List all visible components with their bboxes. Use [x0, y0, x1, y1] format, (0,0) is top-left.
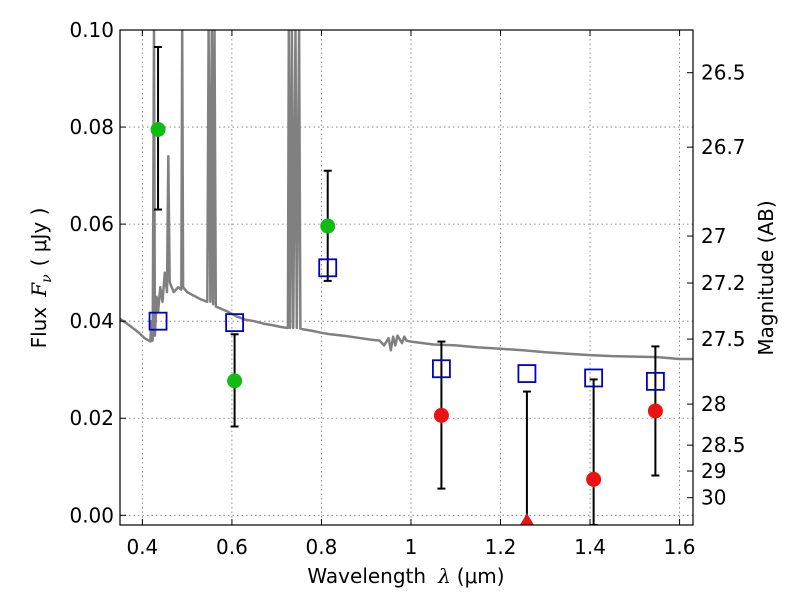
- red-data-point: [586, 471, 602, 487]
- green-data-point: [227, 373, 243, 389]
- x-axis-label-symbol: λ: [437, 564, 451, 588]
- y-tick-label: 0.00: [69, 503, 114, 527]
- y-axis-ticks: 0.00 0.02 0.04 0.06 0.08 0.10: [69, 18, 126, 527]
- x-tick-label: 0.6: [216, 535, 248, 559]
- x-axis-label-text: Wavelength: [307, 564, 426, 588]
- x-tick-label: 1.4: [574, 535, 606, 559]
- y2-tick-label: 29: [701, 459, 726, 483]
- model-flux-square: [432, 359, 451, 379]
- y-tick-label: 0.10: [69, 18, 114, 42]
- model-flux-square: [318, 258, 338, 278]
- y2-axis-label: Magnitude (AB): [754, 200, 778, 355]
- model-flux-square: [517, 364, 537, 383]
- y2-tick-label: 26.7: [701, 135, 746, 159]
- y-axis-label-text: Flux: [27, 307, 51, 349]
- y2-tick-label: 30: [701, 486, 726, 510]
- green-data-point: [320, 218, 336, 234]
- x-axis-label-unit: (μm): [457, 564, 505, 588]
- y2-tick-label: 27.5: [701, 327, 746, 351]
- model-flux-square: [645, 371, 665, 391]
- x-tick-label: 1: [405, 535, 418, 559]
- model-flux-square: [148, 311, 168, 331]
- model-flux-square: [584, 368, 604, 388]
- y-axis-label-unit: ( μJy ): [27, 208, 51, 267]
- y-axis-label: Flux Fν ( μJy ): [27, 208, 55, 349]
- y-axis-label-subscript: ν: [39, 274, 55, 283]
- plot-frame: [119, 29, 694, 526]
- x-tick-label: 0.4: [126, 535, 158, 559]
- y2-tick-label: 28.5: [701, 433, 746, 457]
- y-tick-label: 0.08: [69, 115, 114, 139]
- x-tick-label: 0.8: [306, 535, 338, 559]
- x-tick-label: 1.6: [664, 535, 696, 559]
- data-markers: [148, 121, 665, 525]
- y2-tick-label: 27.2: [701, 271, 746, 295]
- model-spectrum-line: [120, 30, 693, 361]
- x-axis-ticks: 0.4 0.6 0.8 1 1.2 1.4 1.6: [126, 30, 695, 559]
- model-flux-square: [225, 313, 245, 333]
- x-axis-label: Wavelength λ (μm): [307, 564, 504, 588]
- y-tick-label: 0.04: [69, 309, 114, 333]
- red-upper-limit-triangle: [519, 513, 534, 525]
- green-data-point: [150, 121, 166, 137]
- y2-tick-label: 26.5: [701, 61, 746, 85]
- y-axis-label-symbol: F: [27, 282, 51, 298]
- red-data-point: [647, 403, 663, 419]
- y-tick-label: 0.06: [69, 212, 114, 236]
- x-tick-label: 1.2: [485, 535, 517, 559]
- y2-tick-label: 27: [701, 224, 726, 248]
- red-data-point: [433, 407, 449, 423]
- y2-axis-ticks: 26.5 26.7 27 27.2 27.5 28 28.529 30: [687, 61, 746, 510]
- y-tick-label: 0.02: [69, 406, 114, 430]
- model-spectrum: [120, 30, 693, 361]
- plot-background: [120, 30, 693, 525]
- y2-tick-label: 28: [701, 392, 726, 416]
